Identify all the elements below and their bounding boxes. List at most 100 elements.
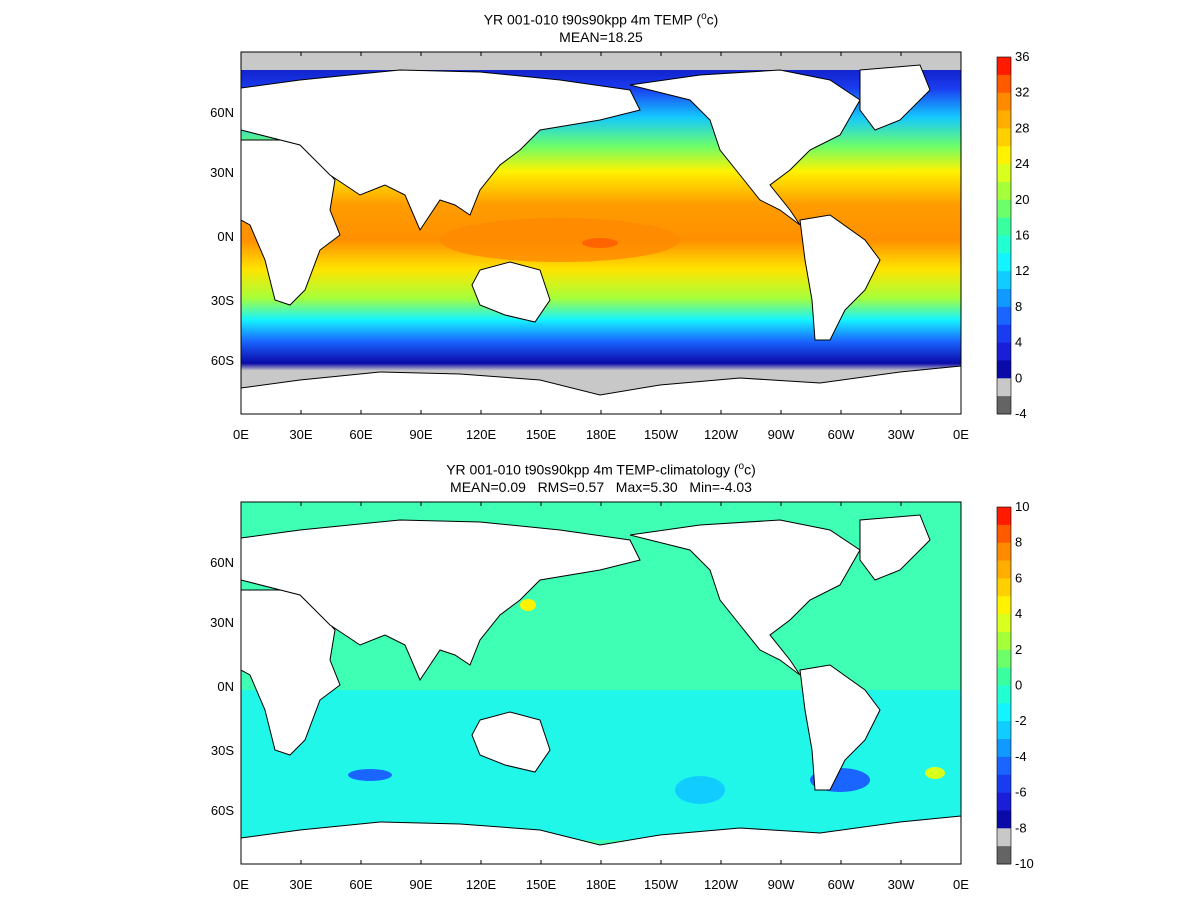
bottom-lon-label: 60W (828, 877, 855, 892)
bottom-colorbar-segment (997, 703, 1011, 722)
top-lon-label: 150E (526, 427, 557, 442)
top-lon-label: 30W (888, 427, 915, 442)
top-colorbar-segment (997, 217, 1011, 236)
top-lat-label: 60S (211, 353, 234, 368)
bottom-colorbar-label: 2 (1015, 642, 1022, 657)
top-lat-label: 0N (217, 229, 234, 244)
top-title-degree: o (701, 11, 707, 22)
top-lon-label: 90E (409, 427, 432, 442)
bottom-australia (471, 711, 551, 773)
top-colorbar-label: 12 (1015, 263, 1029, 278)
bottom-colorbar-segment (997, 846, 1011, 865)
bottom-colorbar-label: -6 (1015, 785, 1027, 800)
bottom-colorbar-segment (997, 649, 1011, 669)
top-eurasia (241, 69, 641, 232)
bottom-colorbar-label: 4 (1015, 606, 1022, 621)
bottom-map-title: YR 001-010 t90s90kpp 4m TEMP-climatology… (240, 458, 962, 479)
top-colorbar-segment (997, 164, 1011, 183)
top-colorbar-segment (997, 378, 1011, 397)
bottom-colorbar-segment (997, 614, 1011, 633)
bottom-anomaly-cold-3 (675, 776, 725, 804)
top-lon-label: 180E (586, 427, 617, 442)
bottom-colorbar-label: -4 (1015, 749, 1027, 764)
bottom-south-america (799, 664, 881, 791)
bottom-lat-label: 60S (211, 803, 234, 818)
bottom-lat-label: 60N (210, 555, 234, 570)
bottom-colorbar-segment (997, 596, 1011, 615)
bottom-lat-label: 30N (210, 615, 234, 630)
top-colorbar-segment (997, 199, 1011, 219)
bottom-colorbar-segment (997, 524, 1011, 544)
top-colorbar-label: 36 (1015, 49, 1029, 64)
bottom-map-field (241, 502, 961, 864)
top-antarctica (241, 365, 961, 414)
top-colorbar-segment (997, 342, 1011, 361)
top-map-field (241, 52, 961, 414)
top-greenland (859, 64, 931, 131)
top-colorbar-segment (997, 360, 1011, 379)
top-lon-label: 0E (233, 427, 249, 442)
bottom-colorbar-segment (997, 739, 1011, 758)
bottom-map: 60N 30N 0N 30S 60S 0E 30E 60E 90E 120E 150E 18… (210, 499, 1034, 892)
top-colorbar-segment (997, 253, 1011, 272)
top-lon-label: 60E (349, 427, 372, 442)
bottom-map-stats: MEAN=0.09 RMS=0.57 Max=5.30 Min=-4.03 (240, 478, 962, 496)
top-colorbar-label: 24 (1015, 156, 1029, 171)
bottom-lon-label: 90E (409, 877, 432, 892)
bottom-lat-label: 0N (217, 679, 234, 694)
bottom-lon-label: 30E (289, 877, 312, 892)
bottom-title-prefix: YR 001-010 t90s90kpp 4m TEMP-climatology… (446, 461, 739, 478)
top-colorbar-label: 32 (1015, 85, 1029, 100)
bottom-colorbar-segment (997, 578, 1011, 597)
bottom-colorbar-frame (996, 506, 1012, 865)
top-lon-label: 30E (289, 427, 312, 442)
bottom-lon-label: 90W (768, 877, 795, 892)
top-colorbar-segment (997, 306, 1011, 326)
bottom-north-america (629, 519, 861, 676)
bottom-lon-label: 120E (466, 877, 497, 892)
bottom-greenland (859, 514, 931, 581)
top-colorbar-label: 28 (1015, 120, 1029, 135)
top-colorbar-label: 8 (1015, 299, 1022, 314)
bottom-lon-axis: 0E 30E 60E 90E 120E 150E 180E 150W 120W 90W 60W 30W… (233, 502, 969, 892)
top-arctic-ice (241, 52, 961, 70)
bottom-title-suffix: c) (744, 461, 756, 478)
bottom-colorbar-segment (997, 721, 1011, 740)
bottom-anomaly-warm-1 (520, 599, 536, 611)
top-lat-label: 30N (210, 165, 234, 180)
top-title-suffix: c) (706, 11, 719, 28)
bottom-stats-text: MEAN=0.09 RMS=0.57 Max=5.30 Min=-4.03 (450, 479, 752, 495)
top-lat-axis: 60N 30N 0N 30S 60S (210, 105, 234, 368)
top-colorbar-segment (997, 324, 1011, 344)
top-warm-core (582, 238, 618, 248)
bottom-colorbar-label: 6 (1015, 570, 1022, 585)
top-lon-label: 90W (768, 427, 795, 442)
top-colorbar-segment (997, 396, 1011, 415)
bottom-lon-label: 150E (526, 877, 557, 892)
top-lon-axis: 0E 30E 60E 90E 120E 150E 180E 150W 120W 90W 60W 30W… (233, 52, 969, 442)
top-colorbar-label: 16 (1015, 228, 1029, 243)
bottom-colorbar-segment (997, 542, 1011, 562)
top-lat-label: 60N (210, 105, 234, 120)
bottom-colorbar-segment (997, 828, 1011, 847)
bottom-colorbar-segment (997, 792, 1011, 811)
top-colorbar-label: 20 (1015, 192, 1029, 207)
top-colorbar-segment (997, 289, 1011, 308)
bottom-colorbar-label: 0 (1015, 678, 1022, 693)
top-colorbar-frame (996, 56, 1012, 415)
top-colorbar-segment (997, 271, 1011, 290)
bottom-title-degree: o (738, 461, 745, 472)
bottom-eurasia (241, 519, 641, 682)
bottom-colorbar-segment (997, 507, 1011, 526)
bottom-colorbar-label: 8 (1015, 535, 1022, 550)
top-lon-label: 120E (466, 427, 497, 442)
bottom-lon-label: 0E (953, 877, 969, 892)
bottom-lat-label: 30S (211, 743, 234, 758)
bottom-africa (241, 589, 341, 756)
bottom-colorbar-segment (997, 756, 1011, 776)
bottom-colorbar-segment (997, 685, 1011, 704)
bottom-colorbar-label: -10 (1015, 856, 1034, 871)
bottom-lon-label: 120W (704, 877, 739, 892)
bottom-lon-label: 0E (233, 877, 249, 892)
